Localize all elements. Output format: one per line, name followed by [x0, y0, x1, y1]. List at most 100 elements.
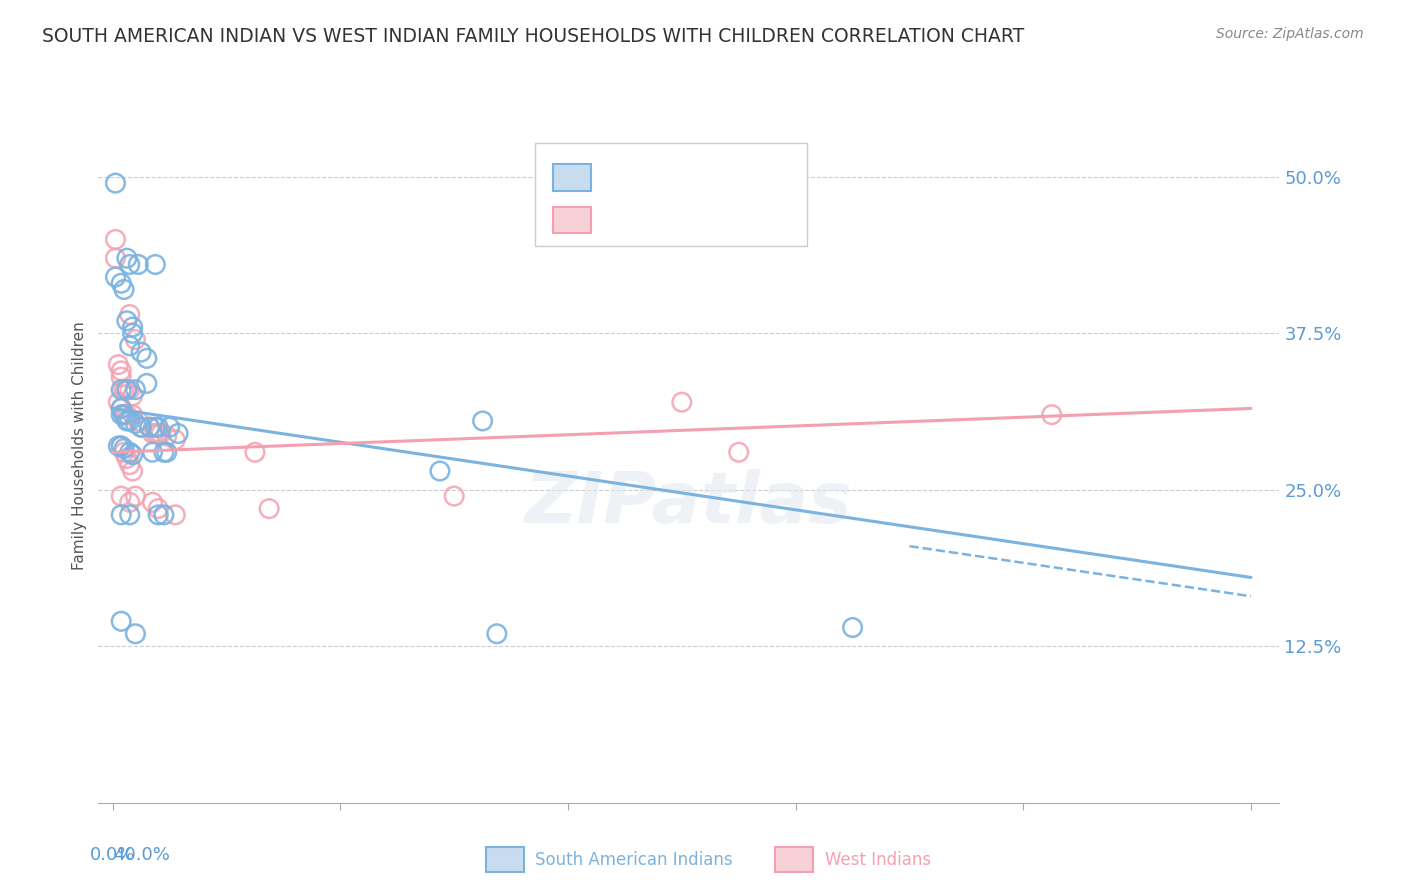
Point: [110, 277, 132, 291]
Point: [141, 445, 163, 459]
Point: [110, 364, 132, 378]
Point: [167, 426, 190, 441]
Point: [115, 314, 138, 328]
Point: [150, 426, 173, 441]
Point: [727, 445, 749, 459]
Point: [110, 614, 132, 628]
Point: [115, 383, 138, 397]
Point: [153, 508, 176, 522]
Text: 0.0%: 0.0%: [90, 846, 135, 863]
Point: [156, 445, 179, 459]
Point: [153, 445, 176, 459]
Point: [115, 414, 138, 428]
Point: [118, 495, 141, 509]
Point: [148, 426, 170, 441]
Point: [443, 489, 465, 503]
Point: [124, 489, 146, 503]
Text: ZIPatlas: ZIPatlas: [526, 468, 852, 538]
Point: [118, 339, 141, 353]
Point: [671, 395, 693, 409]
Y-axis label: Family Households with Children: Family Households with Children: [72, 322, 87, 570]
Point: [110, 439, 132, 453]
Point: [104, 176, 127, 190]
Point: [110, 489, 132, 503]
Point: [115, 408, 138, 422]
Point: [104, 232, 127, 246]
Point: [471, 414, 494, 428]
Point: [243, 445, 266, 459]
Point: [129, 420, 152, 434]
Point: [104, 251, 127, 265]
Point: [110, 508, 132, 522]
Point: [104, 270, 127, 285]
FancyBboxPatch shape: [553, 164, 591, 191]
Point: [165, 508, 187, 522]
FancyBboxPatch shape: [486, 847, 523, 872]
Point: [124, 383, 146, 397]
Point: [148, 420, 170, 434]
Point: [115, 251, 138, 265]
Point: [112, 445, 135, 459]
Point: [129, 345, 152, 359]
Point: [841, 621, 863, 635]
Point: [107, 395, 129, 409]
Point: [118, 445, 141, 459]
Point: [110, 370, 132, 384]
FancyBboxPatch shape: [536, 143, 807, 246]
Text: South American Indians: South American Indians: [536, 851, 733, 869]
Point: [110, 401, 132, 416]
Point: [141, 426, 163, 441]
Point: [127, 257, 149, 271]
Point: [1040, 408, 1063, 422]
Point: [112, 383, 135, 397]
Point: [121, 464, 143, 478]
Point: [485, 627, 508, 641]
Text: R =   0.121   N = 42: R = 0.121 N = 42: [603, 211, 770, 229]
FancyBboxPatch shape: [775, 847, 813, 872]
Point: [257, 501, 280, 516]
Text: West Indians: West Indians: [825, 851, 931, 869]
Point: [135, 351, 157, 366]
Point: [110, 408, 132, 422]
Point: [112, 408, 135, 422]
Point: [118, 308, 141, 322]
Point: [148, 508, 170, 522]
Point: [118, 383, 141, 397]
Point: [129, 420, 152, 434]
Point: [112, 408, 135, 422]
Point: [159, 420, 181, 434]
Point: [148, 501, 170, 516]
Point: [110, 383, 132, 397]
FancyBboxPatch shape: [553, 207, 591, 234]
Point: [115, 451, 138, 466]
Point: [135, 376, 157, 391]
Point: [429, 464, 451, 478]
Point: [112, 283, 135, 297]
Point: [141, 495, 163, 509]
Point: [124, 627, 146, 641]
Point: [118, 458, 141, 472]
Point: [118, 257, 141, 271]
Point: [165, 433, 187, 447]
Point: [121, 320, 143, 334]
Text: SOUTH AMERICAN INDIAN VS WEST INDIAN FAMILY HOUSEHOLDS WITH CHILDREN CORRELATION: SOUTH AMERICAN INDIAN VS WEST INDIAN FAM…: [42, 27, 1025, 45]
Point: [107, 358, 129, 372]
Point: [124, 333, 146, 347]
Text: R = -0.273   N = 41: R = -0.273 N = 41: [603, 168, 766, 186]
Point: [107, 439, 129, 453]
Point: [112, 442, 135, 456]
Text: 40.0%: 40.0%: [112, 846, 170, 863]
Point: [110, 439, 132, 453]
Point: [121, 448, 143, 462]
Point: [121, 408, 143, 422]
Point: [124, 417, 146, 431]
Point: [118, 414, 141, 428]
Point: [121, 326, 143, 341]
Text: Source: ZipAtlas.com: Source: ZipAtlas.com: [1216, 27, 1364, 41]
Point: [110, 401, 132, 416]
Point: [143, 420, 166, 434]
Point: [143, 257, 166, 271]
Point: [138, 420, 160, 434]
Point: [138, 420, 160, 434]
Point: [143, 426, 166, 441]
